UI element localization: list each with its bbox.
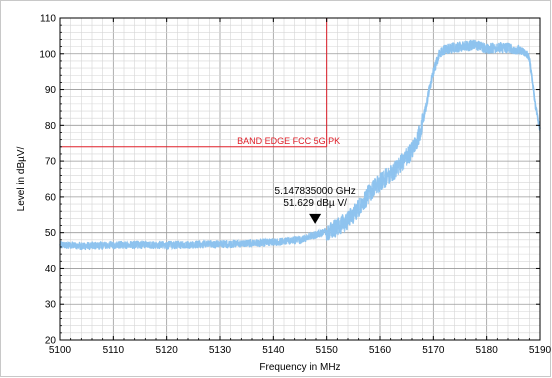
limit-layer <box>60 18 328 148</box>
x-tick-label: 5170 <box>422 345 445 356</box>
y-tick-label: 90 <box>45 85 57 96</box>
x-tick-label: 5110 <box>103 345 125 356</box>
x-tick-label: 5190 <box>529 345 552 356</box>
y-tick-label: 70 <box>45 157 57 168</box>
trace-layer <box>59 39 541 251</box>
marker-frequency-readout: 5.147835000 GHz <box>275 186 356 197</box>
y-tick-label: 30 <box>45 300 57 311</box>
y-tick-label: 110 <box>40 14 56 25</box>
x-tick-label: 5180 <box>476 345 499 356</box>
marker-layer <box>309 213 322 224</box>
x-axis-title: Frequency in MHz <box>259 362 340 373</box>
y-tick-label: 20 <box>45 336 57 347</box>
x-tick-label: 5130 <box>209 345 232 356</box>
grid <box>59 17 541 341</box>
y-tick-label: 60 <box>45 192 57 203</box>
x-tick-label: 5120 <box>156 345 179 356</box>
plot-area <box>60 18 540 340</box>
x-tick-label: 5150 <box>316 345 339 356</box>
y-tick-label: 50 <box>45 228 57 239</box>
y-tick-label: 100 <box>39 49 56 60</box>
axes: 5100 5110 5120 5130 5140 5150 5160 5170 5180 5190… <box>39 14 551 357</box>
spectrum-trace-band <box>59 39 541 251</box>
y-tick-label: 40 <box>45 264 57 275</box>
x-tick-label: 5160 <box>369 345 392 356</box>
x-tick-label: 5140 <box>262 345 285 356</box>
x-tick-label: 5100 <box>49 345 72 356</box>
marker-level-readout: 51.629 dBµ V/ <box>283 198 347 209</box>
y-tick-label: 80 <box>45 121 57 132</box>
marker-triangle <box>309 213 322 224</box>
limit-line-label: BAND EDGE FCC 5G PK <box>237 136 340 146</box>
plot-border <box>59 17 541 341</box>
y-axis-title: Level in dBµV/ <box>16 146 27 211</box>
